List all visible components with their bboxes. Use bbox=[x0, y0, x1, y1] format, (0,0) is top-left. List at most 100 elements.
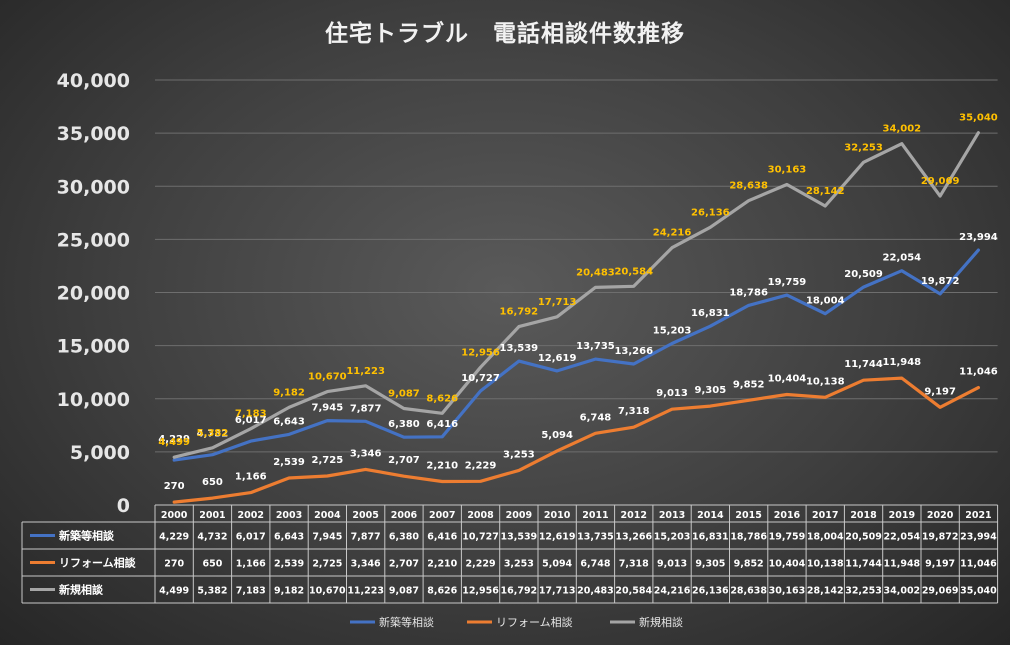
table-cell: 29,069 bbox=[922, 586, 959, 597]
x-tick-label: 2020 bbox=[927, 510, 954, 521]
x-tick-label: 2009 bbox=[506, 510, 532, 521]
x-tick-label: 2003 bbox=[276, 510, 302, 521]
data-label: 11,744 bbox=[844, 359, 883, 370]
x-tick-label: 2018 bbox=[850, 510, 877, 521]
table-cell: 650 bbox=[203, 559, 223, 570]
table-cell: 2,210 bbox=[427, 559, 457, 570]
y-tick-label: 15,000 bbox=[57, 336, 130, 358]
table-cell: 9,305 bbox=[695, 559, 725, 570]
series-lines bbox=[172, 131, 981, 504]
data-label: 10,670 bbox=[308, 372, 347, 383]
table-cell: 24,216 bbox=[654, 586, 691, 597]
table-cell: 1,166 bbox=[236, 559, 266, 570]
data-label: 6,643 bbox=[273, 416, 305, 427]
x-tick-label: 2011 bbox=[582, 510, 608, 521]
data-label: 8,626 bbox=[426, 393, 458, 404]
table-cell: 6,643 bbox=[274, 532, 304, 543]
data-label: 5,094 bbox=[541, 430, 573, 441]
data-label: 20,584 bbox=[614, 266, 653, 277]
data-label: 9,852 bbox=[733, 379, 765, 390]
x-tick-label: 2007 bbox=[429, 510, 455, 521]
table-cell: 3,253 bbox=[504, 559, 534, 570]
table-cell: 6,017 bbox=[236, 532, 266, 543]
data-label: 32,253 bbox=[844, 142, 883, 153]
table-cell: 11,948 bbox=[884, 559, 921, 570]
data-label: 11,948 bbox=[883, 357, 922, 368]
table-cell: 26,136 bbox=[692, 586, 729, 597]
data-label: 3,346 bbox=[350, 448, 382, 459]
data-label: 30,163 bbox=[768, 165, 807, 176]
table-cell: 11,744 bbox=[845, 559, 882, 570]
table-cell: 7,318 bbox=[619, 559, 649, 570]
data-label: 3,253 bbox=[503, 449, 535, 460]
table-cell: 28,638 bbox=[730, 586, 767, 597]
data-label: 10,404 bbox=[768, 373, 807, 384]
data-label: 17,713 bbox=[538, 297, 577, 308]
table-cell: 34,002 bbox=[884, 586, 921, 597]
table-cell: 10,727 bbox=[462, 532, 499, 543]
data-label: 28,142 bbox=[806, 186, 845, 197]
data-label: 23,994 bbox=[959, 232, 998, 243]
x-tick-label: 2002 bbox=[238, 510, 264, 521]
table-cell: 2,539 bbox=[274, 559, 304, 570]
table-cell: 9,013 bbox=[657, 559, 687, 570]
data-label: 9,197 bbox=[924, 386, 956, 397]
table-cell: 19,872 bbox=[922, 532, 959, 543]
table-cell: 3,346 bbox=[351, 559, 381, 570]
legend: 新築等相談 リフォーム相談 新規相談 bbox=[350, 615, 683, 629]
table-cell: 5,382 bbox=[197, 586, 227, 597]
data-label: 16,831 bbox=[691, 308, 730, 319]
table-cell: 9,182 bbox=[274, 586, 304, 597]
x-tick-label: 2013 bbox=[659, 510, 685, 521]
table-cell: 2,725 bbox=[312, 559, 342, 570]
table-cell: 19,759 bbox=[769, 532, 806, 543]
table-cell: 5,094 bbox=[542, 559, 572, 570]
data-label: 9,305 bbox=[695, 385, 727, 396]
table-cell: 35,040 bbox=[960, 586, 997, 597]
chart-title: 住宅トラブル 電話相談件数推移 bbox=[325, 21, 685, 47]
x-tick-label: 2015 bbox=[735, 510, 761, 521]
data-label: 29,069 bbox=[921, 176, 960, 187]
table-cell: 4,499 bbox=[159, 586, 189, 597]
table-cell: 18,004 bbox=[807, 532, 844, 543]
data-label: 6,748 bbox=[580, 412, 612, 423]
table-cell: 6,416 bbox=[427, 532, 457, 543]
table-cell: 22,054 bbox=[884, 532, 921, 543]
data-label: 650 bbox=[202, 477, 223, 488]
y-tick-label: 20,000 bbox=[57, 283, 130, 305]
data-label: 19,872 bbox=[921, 276, 960, 287]
table-cell: 6,748 bbox=[580, 559, 610, 570]
series-line bbox=[172, 376, 981, 504]
series-line bbox=[172, 131, 981, 459]
table-cell: 2,707 bbox=[389, 559, 419, 570]
data-label: 6,416 bbox=[426, 419, 458, 430]
data-label: 9,182 bbox=[273, 387, 305, 398]
legend-label: 新築等相談 bbox=[379, 615, 434, 629]
data-label: 16,792 bbox=[500, 307, 539, 318]
data-label: 5,382 bbox=[197, 428, 229, 439]
table-cell: 12,956 bbox=[462, 586, 499, 597]
data-label: 11,223 bbox=[346, 366, 385, 377]
data-label: 26,136 bbox=[691, 207, 730, 218]
y-tick-label: 5,000 bbox=[70, 442, 130, 464]
y-tick-label: 30,000 bbox=[57, 176, 130, 198]
data-label: 19,759 bbox=[768, 277, 807, 288]
data-label: 6,380 bbox=[388, 419, 420, 430]
y-axis-tick-labels: 0 5,000 10,000 15,000 20,000 25,000 30,000 35,0… bbox=[57, 70, 130, 517]
data-label: 7,877 bbox=[350, 403, 382, 414]
data-label: 10,727 bbox=[461, 373, 500, 384]
table-cell: 20,584 bbox=[615, 586, 652, 597]
data-label: 11,046 bbox=[959, 367, 998, 378]
table-cell: 17,713 bbox=[539, 586, 576, 597]
data-table: 2000 2001 2002 2003 2004 2005 2006 2007 2008 2009… bbox=[21, 504, 999, 604]
data-label: 4,732 bbox=[197, 429, 229, 440]
data-label: 2,210 bbox=[426, 461, 458, 472]
y-tick-label: 40,000 bbox=[57, 70, 130, 92]
table-cell: 15,203 bbox=[654, 532, 691, 543]
series-line bbox=[172, 248, 981, 462]
data-label: 24,216 bbox=[653, 228, 692, 239]
table-cell: 9,197 bbox=[925, 559, 955, 570]
table-cell: 12,619 bbox=[539, 532, 576, 543]
data-label: 270 bbox=[164, 481, 185, 492]
x-tick-label: 2001 bbox=[199, 510, 225, 521]
